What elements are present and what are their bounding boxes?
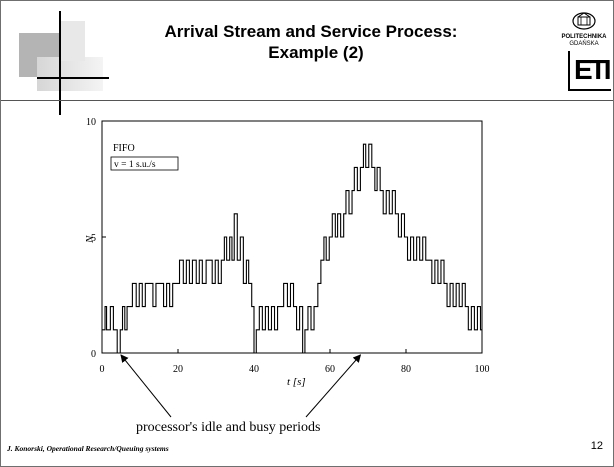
faculty-logo: ETI [568, 51, 612, 91]
annotation-arrow [120, 354, 172, 418]
annotation-arrow [305, 354, 362, 418]
deco-horizontal-line [37, 77, 109, 79]
x-tick-label: 0 [100, 364, 105, 375]
x-tick-label: 20 [173, 364, 183, 375]
footer-author: J. Konorski, Operational Research/Queuin… [7, 444, 169, 453]
deco-light-block [37, 57, 103, 91]
legend-rate-label: v = 1 s.u./s [114, 160, 156, 170]
university-city: GDAŃSKA [569, 41, 599, 47]
university-crest-icon [572, 12, 596, 30]
x-tick-label: 40 [249, 364, 259, 375]
deco-vertical-line [59, 11, 61, 115]
slide-title-line2: Example (2) [268, 43, 364, 62]
x-tick-label: 100 [475, 364, 490, 375]
legend-box [110, 156, 179, 171]
page-number: 12 [590, 440, 603, 452]
y-axis-label: N [84, 235, 96, 244]
y-tick-label: 0 [91, 349, 96, 360]
university-logo-text: POLITECHNIKA GDAŃSKA [556, 34, 612, 48]
idle-busy-annotation: processor's idle and busy periods [136, 420, 321, 435]
legend-fifo-label: FIFO [113, 143, 135, 154]
y-tick-label: 5 [91, 233, 96, 244]
queue-length-series [102, 143, 482, 354]
deco-light-block-2 [59, 21, 85, 61]
faculty-logo-mark: ETI [574, 54, 612, 85]
slide-title-line1: Arrival Stream and Service Process: [164, 22, 458, 41]
slide-title: Arrival Stream and Service Process: Exam… [111, 21, 511, 63]
header-divider [1, 100, 613, 101]
university-name: POLITECHNIKA [561, 34, 607, 40]
y-tick-label: 10 [86, 117, 96, 128]
x-tick-label: 80 [401, 364, 411, 375]
x-tick-label: 60 [325, 364, 335, 375]
x-axis-label: t [s] [287, 376, 306, 388]
